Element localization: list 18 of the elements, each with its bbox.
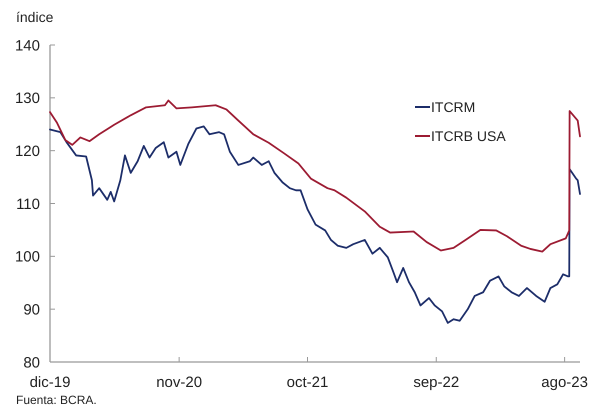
y-tick-label: 110: [16, 196, 40, 213]
y-tick-label: 120: [14, 142, 40, 160]
x-tick-label: nov-20: [156, 374, 202, 391]
y-tick-label: 140: [14, 37, 40, 54]
line-series: [49, 100, 581, 252]
line-series: [49, 125, 581, 324]
x-tick-label: oct-21: [286, 374, 328, 391]
y-tick-label: 100: [14, 248, 40, 266]
y-tick-label: 130: [14, 90, 40, 108]
text: Fuenta: BCRA.: [16, 393, 97, 407]
x-tick-label: dic-19: [30, 374, 70, 391]
x-tick-label: ago-23: [541, 374, 588, 391]
y-tick-label: 90: [23, 301, 40, 318]
legend-label: ITCRM: [431, 98, 476, 115]
legend-label: ITCRB USA: [431, 128, 506, 144]
y-axis-title: índice: [16, 9, 54, 25]
y-tick-label: 80: [23, 354, 40, 372]
x-tick-label: sep-22: [413, 374, 460, 391]
